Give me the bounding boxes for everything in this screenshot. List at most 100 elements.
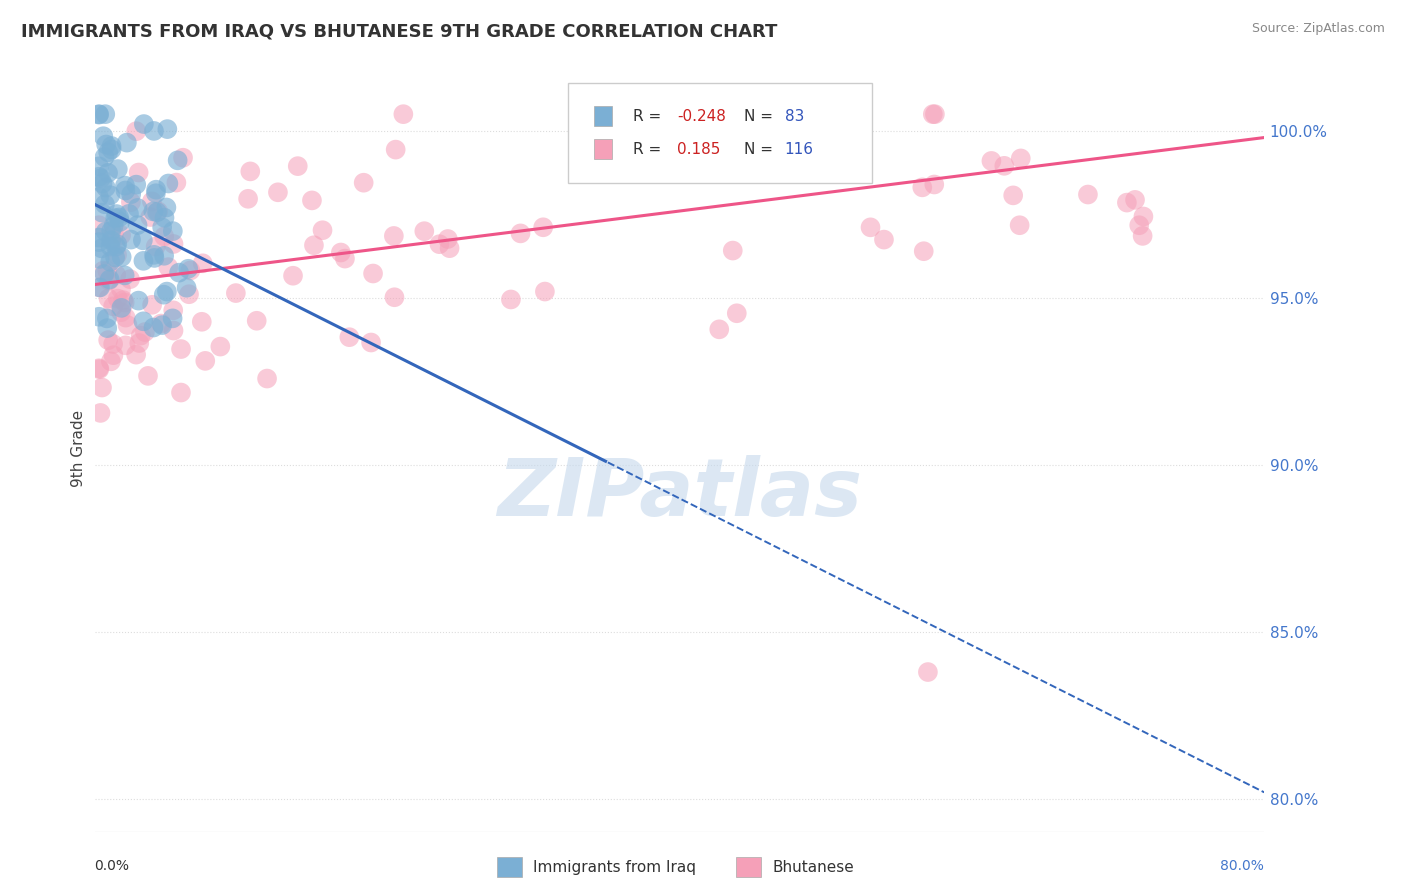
Point — [142, 204, 165, 219]
Text: 80.0%: 80.0% — [1220, 859, 1264, 873]
Point — [125, 124, 148, 138]
Point — [87, 107, 110, 121]
Point — [301, 194, 323, 208]
Point — [859, 220, 882, 235]
Point — [103, 348, 125, 362]
Point — [721, 244, 744, 258]
FancyBboxPatch shape — [593, 139, 612, 159]
Text: 0.185: 0.185 — [678, 142, 720, 157]
Point — [104, 211, 127, 226]
Point — [139, 210, 162, 224]
Point — [209, 340, 232, 354]
Point — [1115, 195, 1137, 210]
Point — [105, 268, 128, 282]
Point — [100, 239, 122, 253]
FancyBboxPatch shape — [568, 83, 872, 183]
Point — [136, 368, 159, 383]
Point — [97, 333, 120, 347]
Point — [166, 153, 188, 168]
Point — [155, 201, 177, 215]
Point — [194, 354, 217, 368]
Point — [87, 280, 110, 294]
Point — [87, 235, 110, 249]
Point — [103, 219, 125, 233]
Point — [256, 371, 278, 385]
Point — [94, 180, 117, 194]
Point — [93, 150, 115, 164]
Text: Source: ZipAtlas.com: Source: ZipAtlas.com — [1251, 22, 1385, 36]
Text: Immigrants from Iraq: Immigrants from Iraq — [533, 860, 696, 875]
Point — [267, 186, 290, 200]
Point — [120, 187, 142, 202]
Point — [132, 233, 155, 247]
Point — [97, 166, 120, 180]
Text: ZIPatlas: ZIPatlas — [496, 455, 862, 533]
Point — [150, 220, 173, 235]
Point — [100, 233, 122, 247]
Point — [150, 318, 173, 332]
Point — [118, 272, 141, 286]
Point — [96, 264, 118, 278]
Point — [287, 159, 309, 173]
Point — [1008, 219, 1031, 233]
Point — [165, 176, 187, 190]
Point — [114, 184, 136, 198]
Point — [922, 178, 945, 192]
Point — [302, 238, 325, 252]
Point — [360, 335, 382, 350]
Point — [129, 328, 152, 343]
Point — [98, 272, 121, 286]
Point — [162, 224, 184, 238]
Point — [110, 228, 132, 243]
Point — [413, 224, 436, 238]
Point — [94, 107, 117, 121]
Point — [353, 176, 375, 190]
Point — [980, 153, 1002, 168]
Point — [439, 241, 461, 255]
Point — [141, 298, 163, 312]
Point — [87, 190, 110, 204]
Point — [114, 338, 136, 352]
Point — [172, 151, 194, 165]
Point — [120, 233, 142, 247]
Point — [101, 299, 124, 313]
Point — [91, 205, 114, 219]
Point — [813, 119, 835, 133]
Point — [392, 107, 415, 121]
Point — [333, 252, 356, 266]
Point — [832, 109, 855, 123]
Point — [96, 311, 118, 326]
Point — [162, 311, 184, 326]
Point — [145, 186, 167, 201]
Point — [100, 143, 122, 157]
Point — [104, 251, 127, 265]
Point — [98, 254, 121, 268]
Point — [94, 137, 117, 152]
Point — [110, 305, 132, 319]
Point — [382, 229, 405, 244]
Point — [115, 136, 138, 150]
Point — [852, 115, 875, 129]
Point — [105, 207, 128, 221]
Text: N =: N = — [744, 142, 778, 157]
Point — [499, 293, 522, 307]
Point — [103, 227, 125, 241]
Point — [93, 267, 115, 281]
Point — [89, 252, 111, 266]
Text: -0.248: -0.248 — [678, 109, 725, 124]
Point — [98, 188, 121, 202]
Point — [145, 239, 167, 253]
Point — [509, 227, 531, 241]
Point — [162, 324, 184, 338]
Point — [125, 348, 148, 362]
Point — [91, 380, 114, 394]
Point — [132, 314, 155, 328]
Text: R =: R = — [633, 109, 665, 124]
Point — [118, 207, 141, 221]
Point — [101, 337, 124, 351]
Point — [112, 293, 135, 307]
Point — [127, 218, 149, 232]
Point — [110, 301, 132, 315]
Point — [912, 244, 935, 259]
Point — [153, 229, 176, 244]
